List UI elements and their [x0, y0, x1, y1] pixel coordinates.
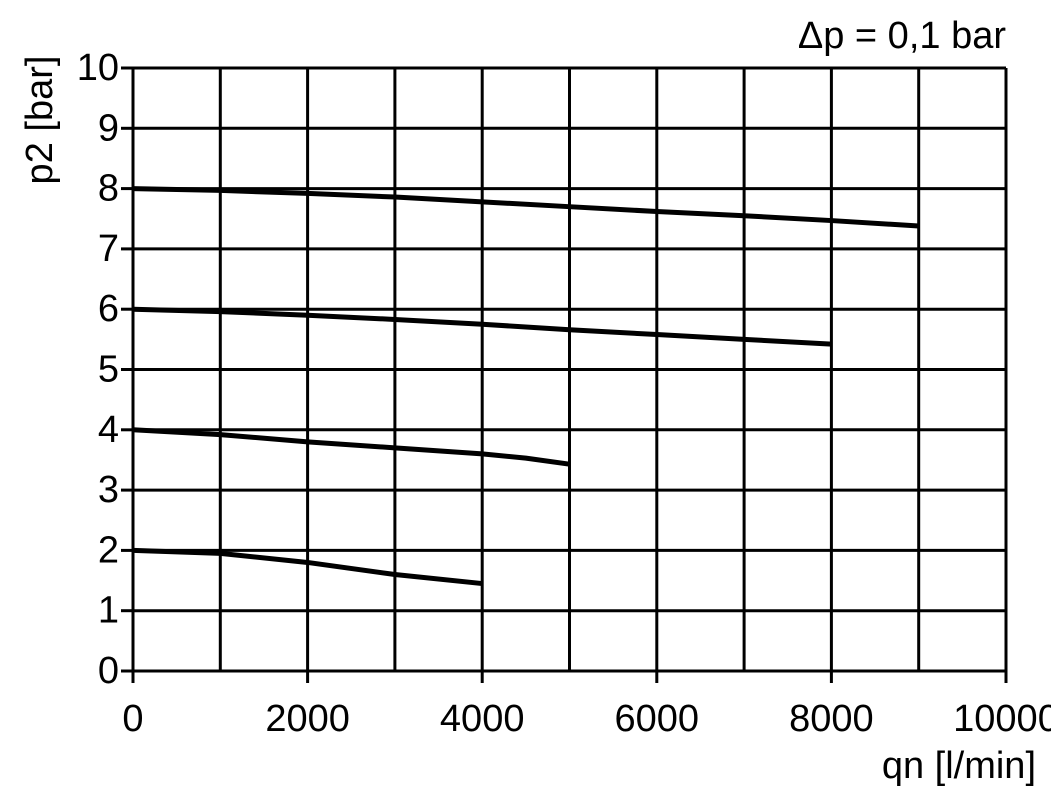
annotation: Δp = 0,1 bar [798, 15, 1006, 57]
y-tick-label: 3 [98, 469, 119, 511]
data-line [132, 306, 832, 347]
y-tick-label: 6 [98, 288, 119, 330]
y-tick-label: 5 [98, 349, 119, 391]
y-tick-label: 7 [98, 228, 119, 270]
x-axis-label: qn [l/min] [882, 745, 1036, 787]
x-tick-label: 0 [122, 698, 143, 740]
data-line [132, 547, 483, 587]
y-axis-label: p2 [bar] [19, 56, 61, 185]
y-tick-label: 9 [98, 107, 119, 149]
y-tick-label: 8 [98, 168, 119, 210]
x-tick-label: 10000 [953, 698, 1051, 740]
y-tick-label: 10 [77, 47, 119, 89]
y-tick-label: 0 [98, 650, 119, 692]
y-tick-label: 1 [98, 590, 119, 632]
y-tick-label: 2 [98, 529, 119, 571]
x-tick-label: 8000 [789, 698, 874, 740]
x-tick-label: 4000 [440, 698, 525, 740]
data-line [132, 186, 919, 229]
x-tick-label: 2000 [265, 698, 350, 740]
y-tick-label: 4 [98, 409, 119, 451]
data-line [132, 427, 570, 467]
x-tick-label: 6000 [615, 698, 700, 740]
